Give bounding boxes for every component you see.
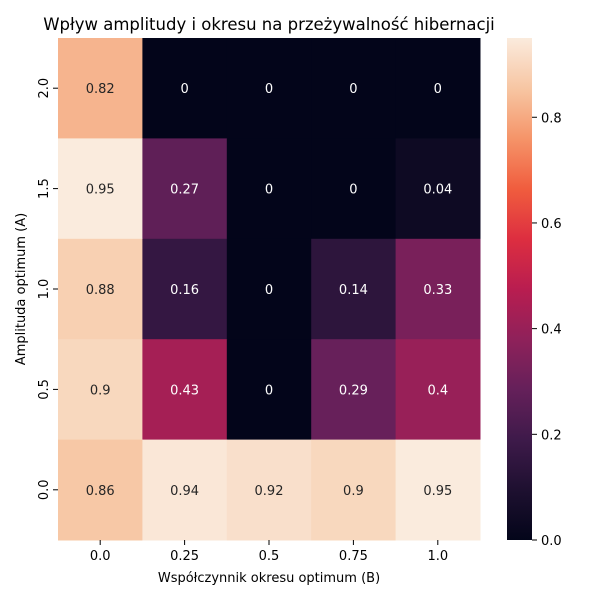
cell-value-label: 0.33: [423, 283, 452, 298]
cell-value-label: 0.88: [86, 283, 115, 298]
colorbar-tick-label: 0.8: [541, 111, 562, 126]
cell-value-label: 0.95: [423, 484, 452, 499]
x-tick-label: 1.0: [427, 549, 448, 564]
heatmap-cell: [226, 439, 312, 541]
heatmap-cell: [395, 439, 481, 541]
colorbar: 0.0 0.2 0.4 0.6 0.8: [507, 38, 562, 549]
x-tick-label: 0.75: [339, 549, 368, 564]
cell-value-label: 0.04: [423, 183, 452, 198]
colorbar-tick-label: 0.6: [541, 217, 562, 232]
x-axis-label: Współczynnik okresu optimum (B): [158, 571, 380, 586]
cell-value-label: 0.9: [90, 383, 111, 398]
cell-value-label: 0: [349, 183, 357, 198]
cell-value-label: 0.94: [170, 484, 199, 499]
heatmap-cell: [395, 238, 481, 340]
colorbar-tick-label: 0.4: [541, 323, 562, 338]
cell-value-label: 0.86: [86, 484, 115, 499]
y-tick-label: 1.5: [37, 178, 52, 199]
cell-value-label: 0: [265, 383, 273, 398]
x-tick-label: 0.0: [90, 549, 111, 564]
y-tick-label: 1.0: [37, 279, 52, 300]
cell-value-label: 0: [349, 82, 357, 97]
chart-title: Wpływ amplitudy i okresu na przeżywalnoś…: [43, 15, 495, 34]
heatmap-cell: [58, 238, 143, 340]
cell-value-label: 0.4: [427, 383, 448, 398]
cell-value-label: 0: [180, 82, 188, 97]
cell-value-label: 0.43: [170, 383, 199, 398]
y-axis-label: Amplituda optimum (A): [14, 213, 29, 365]
cell-value-label: 0: [265, 283, 273, 298]
cell-value-label: 0.16: [170, 283, 199, 298]
y-tick-label: 0.5: [37, 379, 52, 400]
heatmap-cell: [58, 38, 143, 139]
heatmap-cell: [226, 339, 312, 441]
heatmap-cell: [58, 138, 143, 240]
colorbar-tick-label: 0.0: [541, 534, 562, 549]
heatmap-cell: [226, 38, 312, 139]
heatmap-cell: [311, 238, 397, 340]
heatmap-cell: [226, 238, 312, 340]
y-axis: 2.0 1.5 1.0 0.5 0.0: [37, 78, 58, 500]
cell-value-label: 0.92: [255, 484, 284, 499]
heatmap-cell: [142, 439, 228, 541]
heatmap-cell: [142, 238, 228, 340]
heatmap-cell: [311, 138, 397, 240]
heatmap-cell: [142, 138, 228, 240]
heatmap-cell: [311, 339, 397, 441]
heatmap-cell: [142, 38, 228, 139]
heatmap-cell: [395, 339, 481, 441]
cell-value-label: 0.27: [170, 183, 199, 198]
cell-value-label: 0: [265, 82, 273, 97]
heatmap-cells: 0.82 0 0 0 0 0.95 0.27 0 0 0.04 0.88 0.16 0 0.14 0.33 0…: [58, 38, 481, 541]
heatmap-cell: [226, 138, 312, 240]
heatmap-cell: [395, 38, 481, 139]
cell-value-label: 0.9: [343, 484, 364, 499]
heatmap-cell: [142, 339, 228, 441]
cell-value-label: 0: [265, 183, 273, 198]
heatmap-cell: [395, 138, 481, 240]
cell-value-label: 0.14: [339, 283, 368, 298]
x-tick-label: 0.25: [170, 549, 199, 564]
colorbar-gradient: [507, 38, 532, 540]
cell-value-label: 0.95: [86, 183, 115, 198]
x-axis: 0.0 0.25 0.5 0.75 1.0: [90, 540, 448, 564]
cell-value-label: 0.29: [339, 383, 368, 398]
colorbar-tick-label: 0.2: [541, 428, 562, 443]
cell-value-label: 0.82: [86, 82, 115, 97]
cell-value-label: 0: [434, 82, 442, 97]
heatmap-cell: [58, 339, 143, 441]
y-tick-label: 0.0: [37, 479, 52, 500]
x-tick-label: 0.5: [259, 549, 280, 564]
y-tick-label: 2.0: [37, 78, 52, 99]
heatmap-cell: [311, 439, 397, 541]
heatmap-cell: [58, 439, 143, 541]
heatmap-cell: [311, 38, 397, 139]
